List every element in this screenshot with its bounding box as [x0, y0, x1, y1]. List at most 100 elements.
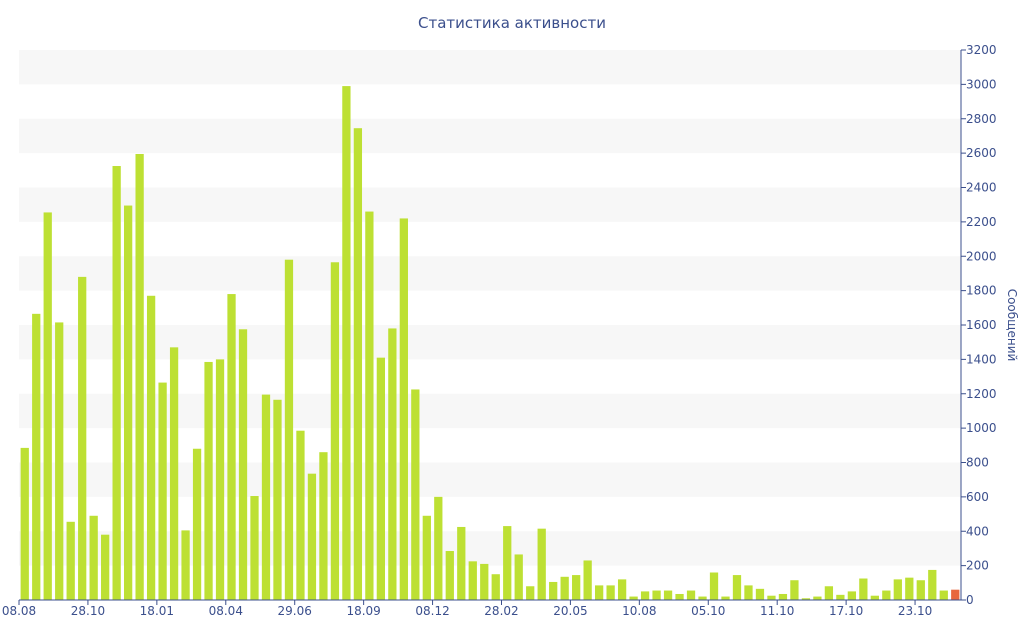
bar: [801, 598, 811, 600]
bar: [215, 359, 225, 600]
bar: [261, 394, 271, 600]
bar: [652, 590, 661, 600]
bar: [767, 595, 776, 600]
bar: [468, 561, 477, 600]
y-tick-label: 1800: [966, 284, 997, 298]
grid-band: [19, 325, 961, 360]
bar: [503, 526, 512, 600]
bar: [89, 515, 98, 600]
x-tick-label: 18.01: [140, 604, 174, 618]
bar: [514, 554, 523, 600]
bar: [480, 563, 489, 600]
bar: [112, 166, 121, 600]
bar: [376, 357, 386, 600]
bar: [181, 530, 190, 600]
bar: [778, 593, 788, 600]
bar: [721, 596, 730, 600]
y-tick-label: 3000: [966, 77, 997, 91]
bar: [284, 259, 294, 600]
bar: [146, 295, 156, 600]
bar: [192, 448, 202, 600]
x-tick-label: 17.10: [829, 604, 863, 618]
x-axis-ticks: 08.08 28.10 18.01 08.04 29.06 18.09 08.12 28.02…: [2, 600, 932, 618]
bar: [32, 313, 41, 600]
bar: [870, 595, 879, 600]
y-tick-label: 1000: [966, 421, 997, 435]
y-tick-label: 2000: [966, 249, 997, 263]
bar: [135, 153, 144, 600]
bar: [732, 575, 742, 600]
x-tick-label: 08.04: [209, 604, 243, 618]
y-axis-ticks: 0 200 400 600 800 1000 1200 1400 1600 1800 2000 220…: [961, 43, 997, 607]
bar: [572, 575, 581, 600]
bar: [686, 590, 696, 600]
grid-band: [19, 256, 961, 291]
bar: [250, 496, 259, 600]
y-tick-label: 200: [966, 559, 989, 573]
bar: [158, 382, 167, 600]
bar: [296, 430, 305, 600]
bar: [457, 526, 466, 600]
bar: [790, 580, 799, 600]
bar: [893, 579, 902, 600]
x-tick-label: 08.12: [415, 604, 449, 618]
bar: [365, 211, 374, 600]
bar: [882, 590, 891, 600]
y-tick-label: 2200: [966, 215, 997, 229]
bar: [307, 473, 317, 600]
bar: [43, 212, 52, 600]
bar: [928, 569, 937, 600]
bar: [824, 586, 834, 600]
bar: [606, 585, 615, 600]
bar: [675, 593, 684, 600]
bar: [629, 596, 638, 600]
x-tick-label: 18.09: [346, 604, 380, 618]
bar: [617, 579, 627, 600]
bar: [238, 329, 248, 600]
bar: [951, 589, 960, 600]
bar: [411, 389, 420, 600]
y-tick-label: 1400: [966, 352, 997, 366]
bar: [491, 574, 500, 600]
y-tick-label: 1600: [966, 318, 997, 332]
bar: [55, 322, 64, 600]
y-tick-label: 1200: [966, 387, 997, 401]
grid-band: [19, 187, 961, 222]
grid-band: [19, 50, 961, 85]
bar: [434, 496, 443, 600]
bar: [204, 361, 213, 600]
chart-title: Статистика активности: [418, 14, 606, 32]
bar: [744, 585, 753, 600]
bar: [101, 534, 110, 600]
bar: [583, 560, 592, 600]
bar: [526, 586, 535, 600]
bar: [709, 572, 719, 600]
x-tick-label: 08.08: [2, 604, 36, 618]
bar: [422, 515, 431, 600]
bar: [859, 578, 868, 600]
bar: [20, 447, 29, 600]
bar: [66, 521, 75, 600]
bar: [549, 581, 558, 600]
x-tick-label: 05.10: [691, 604, 725, 618]
bar: [663, 590, 673, 600]
bar: [594, 585, 604, 600]
y-tick-label: 400: [966, 524, 989, 538]
bar: [319, 452, 328, 600]
x-tick-label: 11.10: [760, 604, 794, 618]
bar: [353, 128, 363, 600]
bar: [560, 576, 569, 600]
y-tick-label: 800: [966, 456, 989, 470]
bar: [836, 594, 845, 600]
bar: [916, 580, 925, 600]
bar: [399, 218, 408, 600]
grid-band: [19, 118, 961, 154]
bar: [537, 528, 546, 600]
bar: [330, 262, 340, 600]
bar: [640, 591, 650, 600]
x-tick-label: 23.10: [898, 604, 932, 618]
x-tick-label: 29.06: [278, 604, 312, 618]
bar: [939, 590, 948, 600]
x-tick-label: 28.10: [71, 604, 105, 618]
